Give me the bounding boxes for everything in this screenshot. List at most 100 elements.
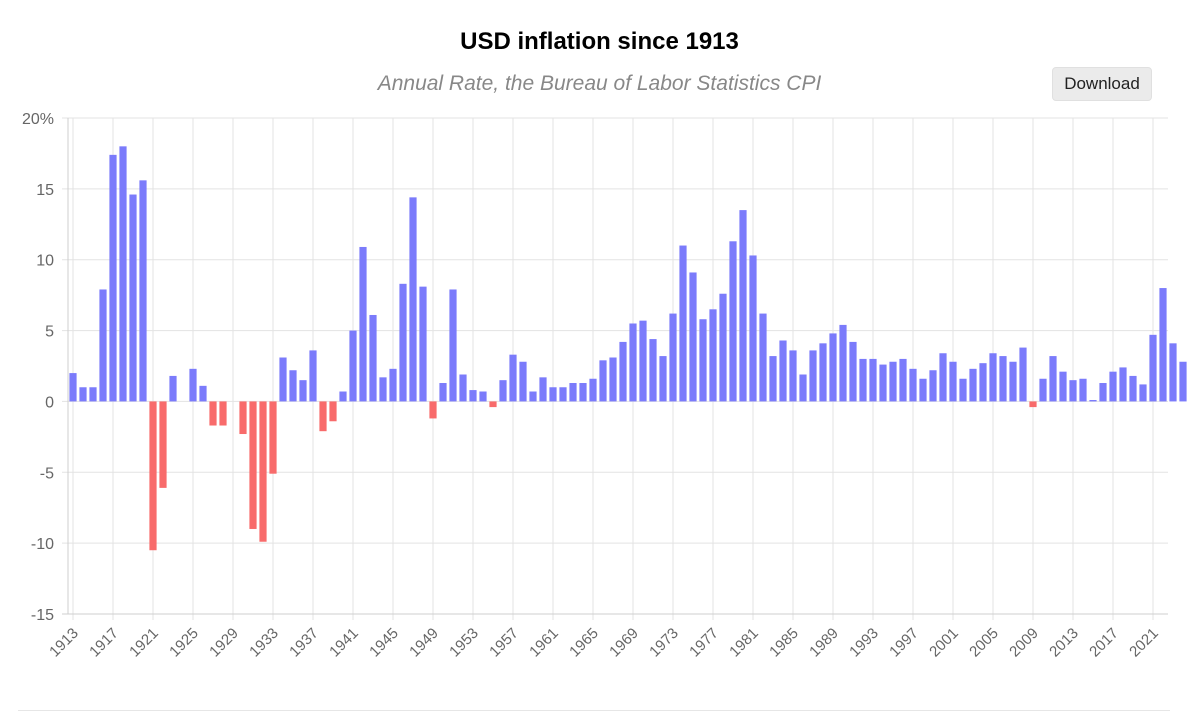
- bar-1916[interactable]: [99, 289, 107, 402]
- bar-1989[interactable]: [829, 333, 837, 402]
- bar-1913[interactable]: [69, 373, 77, 402]
- bar-1950[interactable]: [439, 383, 447, 402]
- bar-1987[interactable]: [809, 350, 817, 402]
- bar-1997[interactable]: [909, 368, 917, 402]
- bar-1949[interactable]: [429, 401, 437, 419]
- bar-1945[interactable]: [389, 368, 397, 402]
- bar-1972[interactable]: [659, 356, 667, 402]
- bar-1920[interactable]: [139, 180, 147, 402]
- bar-1939[interactable]: [329, 401, 337, 422]
- bar-1958[interactable]: [519, 361, 527, 402]
- bar-1983[interactable]: [769, 356, 777, 402]
- bar-1961[interactable]: [549, 387, 557, 402]
- bar-1954[interactable]: [479, 391, 487, 402]
- bar-1978[interactable]: [719, 293, 727, 402]
- bar-1964[interactable]: [579, 383, 587, 402]
- bar-1930[interactable]: [239, 401, 247, 435]
- bar-2005[interactable]: [989, 353, 997, 402]
- bar-2007[interactable]: [1009, 361, 1017, 402]
- bar-undefined[interactable]: [1169, 343, 1177, 402]
- bar-1959[interactable]: [529, 391, 537, 402]
- bar-1965[interactable]: [589, 378, 597, 402]
- bar-1925[interactable]: [189, 368, 197, 402]
- bar-2006[interactable]: [999, 356, 1007, 402]
- bar-1979[interactable]: [729, 241, 737, 402]
- bar-2002[interactable]: [959, 378, 967, 402]
- bar-2012[interactable]: [1059, 371, 1067, 402]
- bar-1948[interactable]: [419, 286, 427, 402]
- bar-1952[interactable]: [459, 374, 467, 402]
- bar-1962[interactable]: [559, 387, 567, 402]
- bar-1927[interactable]: [209, 401, 217, 426]
- bar-2021[interactable]: [1149, 334, 1157, 402]
- bar-1980[interactable]: [739, 210, 747, 402]
- bar-1951[interactable]: [449, 289, 457, 402]
- bar-1998[interactable]: [919, 378, 927, 402]
- bar-2014[interactable]: [1079, 378, 1087, 402]
- bar-1995[interactable]: [889, 361, 897, 402]
- bar-1955[interactable]: [489, 401, 497, 408]
- bar-1923[interactable]: [169, 375, 177, 402]
- bar-1988[interactable]: [819, 343, 827, 402]
- bar-2000[interactable]: [939, 353, 947, 402]
- bar-1975[interactable]: [689, 272, 697, 402]
- bar-1992[interactable]: [859, 358, 867, 402]
- bar-1994[interactable]: [879, 364, 887, 402]
- bar-2010[interactable]: [1039, 378, 1047, 402]
- bar-2004[interactable]: [979, 363, 987, 402]
- bar-1941[interactable]: [349, 330, 357, 402]
- bar-1926[interactable]: [199, 385, 207, 402]
- bar-2022[interactable]: [1159, 288, 1167, 402]
- bar-1938[interactable]: [319, 401, 327, 432]
- bar-2015[interactable]: [1089, 400, 1097, 402]
- bar-2020[interactable]: [1139, 384, 1147, 402]
- bar-2017[interactable]: [1109, 371, 1117, 402]
- bar-1921[interactable]: [149, 401, 157, 551]
- bar-1932[interactable]: [259, 401, 267, 542]
- bar-1957[interactable]: [509, 354, 517, 402]
- bar-1919[interactable]: [129, 194, 137, 402]
- bar-1944[interactable]: [379, 377, 387, 402]
- bar-1946[interactable]: [399, 283, 407, 402]
- bar-1963[interactable]: [569, 383, 577, 402]
- download-button[interactable]: Download: [1052, 67, 1152, 101]
- bar-2009[interactable]: [1029, 401, 1037, 408]
- bar-1922[interactable]: [159, 401, 167, 488]
- bar-1931[interactable]: [249, 401, 257, 529]
- bar-2001[interactable]: [949, 361, 957, 402]
- bar-1918[interactable]: [119, 146, 127, 402]
- bar-2013[interactable]: [1069, 380, 1077, 402]
- bar-1971[interactable]: [649, 339, 657, 402]
- bar-undefined[interactable]: [1179, 361, 1187, 402]
- bar-1960[interactable]: [539, 377, 547, 402]
- bar-1996[interactable]: [899, 358, 907, 402]
- bar-1914[interactable]: [79, 387, 87, 402]
- bar-1999[interactable]: [929, 370, 937, 402]
- bar-1947[interactable]: [409, 197, 417, 402]
- bar-1937[interactable]: [309, 350, 317, 402]
- bar-1953[interactable]: [469, 390, 477, 402]
- bar-1942[interactable]: [359, 246, 367, 402]
- bar-2016[interactable]: [1099, 383, 1107, 402]
- bar-1993[interactable]: [869, 358, 877, 402]
- bar-1986[interactable]: [799, 374, 807, 402]
- bar-1982[interactable]: [759, 313, 767, 402]
- bar-1915[interactable]: [89, 387, 97, 402]
- bar-2003[interactable]: [969, 368, 977, 402]
- bar-1928[interactable]: [219, 401, 227, 426]
- bar-1967[interactable]: [609, 357, 617, 402]
- bar-1940[interactable]: [339, 391, 347, 402]
- bar-1969[interactable]: [629, 323, 637, 402]
- bar-1943[interactable]: [369, 314, 377, 402]
- bar-1985[interactable]: [789, 350, 797, 402]
- bar-1935[interactable]: [289, 370, 297, 402]
- bar-1977[interactable]: [709, 309, 717, 402]
- bar-1968[interactable]: [619, 341, 627, 402]
- bar-1933[interactable]: [269, 401, 277, 474]
- bar-1973[interactable]: [669, 313, 677, 402]
- bar-1956[interactable]: [499, 380, 507, 402]
- bar-1981[interactable]: [749, 255, 757, 402]
- bar-2018[interactable]: [1119, 367, 1127, 402]
- bar-1934[interactable]: [279, 357, 287, 402]
- bar-1936[interactable]: [299, 380, 307, 402]
